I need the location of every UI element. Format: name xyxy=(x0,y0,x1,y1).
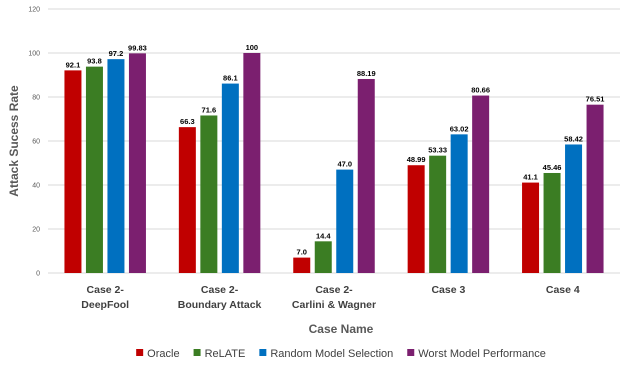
bar xyxy=(543,172,561,273)
bar xyxy=(128,53,146,274)
category-label: Case 2- DeepFool xyxy=(81,284,129,311)
bar xyxy=(221,83,239,273)
bar xyxy=(407,165,425,273)
bar xyxy=(293,257,311,273)
y-tick-label: 60 xyxy=(32,139,40,146)
data-label: 48.99 xyxy=(407,155,426,164)
y-tick-label: 100 xyxy=(28,51,40,58)
data-label: 97.2 xyxy=(109,49,124,58)
bar xyxy=(450,134,468,273)
data-labels: 92.1 93.8 97.2 99.83 66.3 71.6 86.1 100 7.0 14.4 4… xyxy=(66,43,605,257)
bar xyxy=(357,78,375,274)
category-label: Case 2- Boundary Attack xyxy=(178,284,262,311)
y-tick-label: 20 xyxy=(32,227,40,234)
legend-label: Worst Model Performance xyxy=(418,348,546,360)
bar xyxy=(586,104,604,273)
bar xyxy=(336,169,354,273)
bar xyxy=(200,115,218,273)
data-label: 80.66 xyxy=(471,86,490,95)
bar xyxy=(243,53,261,273)
bar xyxy=(64,70,82,273)
bar xyxy=(107,59,125,273)
legend-swatch xyxy=(407,349,415,356)
data-label: 66.3 xyxy=(180,117,195,126)
category-label: Case 4 xyxy=(546,284,580,296)
data-label: 7.0 xyxy=(297,248,307,257)
legend-swatch xyxy=(259,349,267,356)
x-axis-title: Case Name xyxy=(309,322,374,336)
data-label: 88.19 xyxy=(357,69,376,78)
bar xyxy=(429,155,447,273)
bar xyxy=(85,66,103,273)
y-tick-label: 120 xyxy=(28,7,40,14)
legend-label: Random Model Selection xyxy=(270,348,393,360)
legend-label: ReLATE xyxy=(205,348,246,360)
y-tick-labels: 0 20 40 60 80 100 120 xyxy=(28,7,40,278)
data-label: 53.33 xyxy=(428,146,447,155)
y-axis-title: Attack Sucess Rate xyxy=(7,85,21,197)
y-tick-label: 0 xyxy=(36,271,40,278)
category-label: Case 3 xyxy=(431,284,465,296)
data-label: 58.42 xyxy=(564,134,583,143)
data-label: 100 xyxy=(246,43,259,52)
data-label: 71.6 xyxy=(202,105,217,114)
category-label-line: Boundary Attack xyxy=(178,299,262,311)
category-label-line: Carlini & Wagner xyxy=(292,299,376,311)
legend-swatch xyxy=(136,349,144,356)
data-label: 47.0 xyxy=(337,160,352,169)
bar xyxy=(472,95,490,273)
data-label: 76.51 xyxy=(586,95,605,104)
legend-swatch xyxy=(193,349,201,356)
category-label-line: Case 2- xyxy=(315,284,353,296)
data-label: 99.83 xyxy=(128,43,147,52)
data-label: 14.4 xyxy=(316,231,331,240)
bars xyxy=(64,53,604,274)
category-label-line: DeepFool xyxy=(81,299,129,311)
data-label: 63.02 xyxy=(450,124,469,133)
y-tick-label: 40 xyxy=(32,183,40,190)
y-tick-label: 80 xyxy=(32,95,40,102)
legend: Oracle ReLATE Random Model Selection Worst … xyxy=(136,348,546,360)
bar xyxy=(178,127,196,273)
category-label-line: Case 2- xyxy=(87,284,125,296)
bar xyxy=(314,241,332,273)
legend-label: Oracle xyxy=(147,348,179,360)
data-label: 92.1 xyxy=(66,60,81,69)
data-label: 45.46 xyxy=(543,163,562,172)
bar xyxy=(565,144,583,273)
category-label: Case 2- Carlini & Wagner xyxy=(292,284,376,311)
data-label: 41.1 xyxy=(523,173,538,182)
data-label: 86.1 xyxy=(223,74,238,83)
category-label-line: Case 2- xyxy=(201,284,239,296)
bar xyxy=(522,182,540,273)
category-label-line: Case 3 xyxy=(431,284,465,296)
data-label: 93.8 xyxy=(87,57,102,66)
category-label-line: Case 4 xyxy=(546,284,580,296)
